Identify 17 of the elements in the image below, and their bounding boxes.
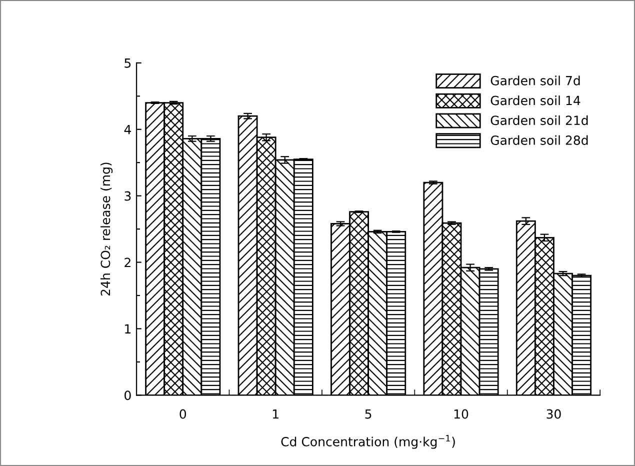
y-axis-title: 24h CO₂ release (mg) — [100, 162, 113, 296]
x-axis-title: Cd Concentration (mg·kg$^{−1}$) — [281, 435, 455, 449]
y-tick-label: 3 — [124, 191, 131, 201]
y-tick-label: 0 — [124, 390, 131, 400]
y-tick-label: 1 — [125, 324, 131, 334]
y-tick-label: 4 — [124, 124, 131, 134]
x-tick-label: 0 — [180, 409, 186, 419]
x-tick-label: 10 — [454, 409, 468, 419]
y-tick-label: 2 — [124, 258, 130, 268]
x-tick-label: 1 — [272, 409, 278, 419]
legend-label: Garden soil 21d — [490, 115, 588, 126]
x-tick-label: 30 — [546, 409, 561, 419]
x-tick-label: 5 — [365, 409, 372, 419]
y-tick-label: 5 — [124, 58, 131, 68]
legend-label: Garden soil 28d — [490, 135, 588, 145]
legend-label: Garden soil 7d — [490, 76, 580, 86]
legend-label: Garden soil 14 — [490, 96, 580, 106]
